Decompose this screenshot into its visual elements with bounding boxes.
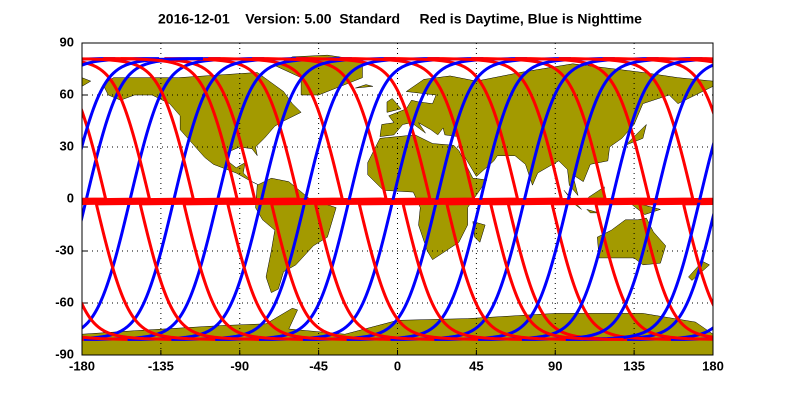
x-tick-label: 90 (548, 358, 562, 373)
orbit-track (488, 199, 713, 341)
x-tick-label: -135 (148, 358, 174, 373)
orbit-track (771, 59, 800, 340)
orbit-track (0, 59, 18, 340)
plot-frame (81, 42, 714, 356)
track-layer (0, 57, 800, 341)
y-tick-label: 30 (60, 138, 74, 153)
label-layer: -180 -135 -90 -45 0 45 90 135 180 -90 -60 -30 0 30 60 9… (55, 34, 724, 373)
landmass (597, 217, 666, 266)
orbit-track (583, 210, 713, 341)
orbit-track (759, 59, 800, 340)
y-tick-label: -30 (55, 242, 74, 257)
landmass (102, 72, 302, 186)
x-tick-label: -180 (69, 358, 95, 373)
orbit-track (171, 57, 440, 341)
orbit-track (444, 57, 713, 341)
y-tick-label: -90 (55, 346, 74, 361)
x-tick-label: 0 (394, 358, 401, 373)
orbit-track (346, 57, 615, 341)
y-tick-label: 90 (60, 34, 74, 49)
x-tick-label: 45 (469, 358, 483, 373)
orbit-track (215, 57, 484, 341)
y-tick-label: 0 (67, 190, 74, 205)
orbit-track (521, 63, 713, 341)
orbit-track (302, 57, 572, 341)
orbit-track (565, 140, 713, 341)
landmass (355, 84, 374, 89)
landmass (586, 209, 600, 214)
orbit-track (506, 199, 713, 341)
orbit-track (127, 57, 396, 341)
orbit-track (434, 57, 703, 341)
orbit-track (593, 200, 713, 341)
x-tick-label: -90 (230, 358, 249, 373)
chart-title: 2016-12-01 Version: 5.00 Standard Red is… (158, 11, 642, 27)
orbit-track (82, 57, 240, 203)
x-tick-label: 180 (702, 358, 724, 373)
y-tick-label: 60 (60, 86, 74, 101)
landmass (82, 77, 92, 87)
orbit-track (550, 200, 713, 341)
x-tick-label: -45 (309, 358, 328, 373)
orbit-track (0, 59, 62, 340)
orbit-track (715, 59, 800, 340)
orbit-track (401, 57, 713, 341)
orbit-track (478, 57, 713, 341)
orbit-track (637, 201, 713, 339)
orbit-track (390, 57, 659, 341)
y-tick-label: -60 (55, 294, 74, 309)
landmass (386, 98, 402, 113)
orbit-track (82, 57, 203, 152)
landmass (367, 134, 488, 261)
orbit-track (0, 59, 28, 340)
orbit-track (727, 59, 800, 340)
x-tick-label: 135 (623, 358, 645, 373)
landmass (379, 63, 713, 196)
orbit-track (259, 57, 528, 341)
